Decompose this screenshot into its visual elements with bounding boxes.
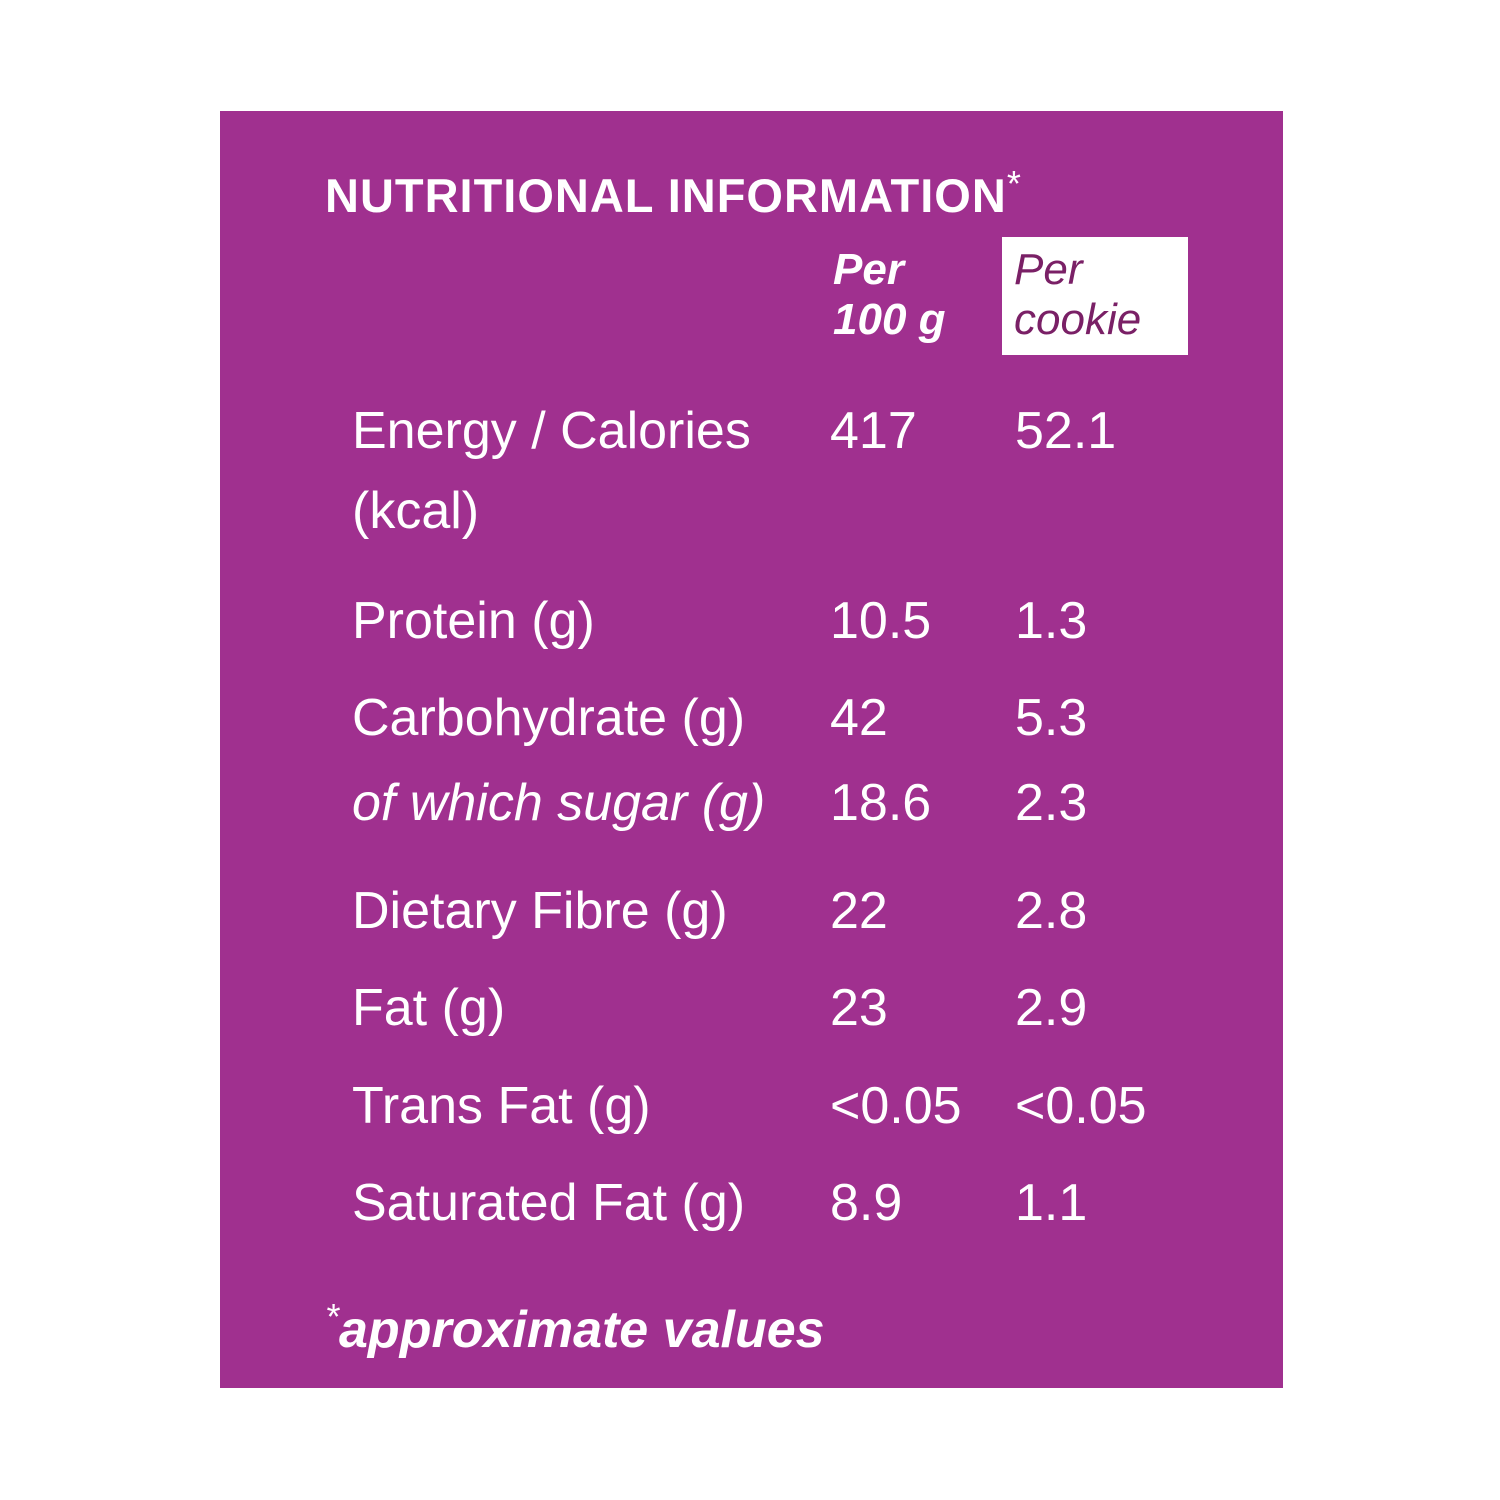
column-header-box: Per cookie [1002,237,1188,355]
title-mark: * [1006,163,1022,204]
value-per-100g: 22 [830,882,888,940]
value-per-100g: 23 [830,979,888,1037]
title: NUTRITIONAL INFORMATION* [325,163,1022,223]
footnote-mark: * [325,1296,340,1337]
row-label: Energy / Calories (kcal) [352,402,751,540]
value-per-100g: 18.6 [830,774,932,832]
column-header: Per cookie [1014,245,1142,344]
value-per-100g: 8.9 [830,1174,903,1232]
row-label: of which sugar (g) [352,774,766,832]
title-text: NUTRITIONAL INFORMATION [325,169,1007,222]
row-label: Protein (g) [352,592,595,650]
value-per-cookie: 2.3 [1015,774,1088,832]
value-per-100g: 10.5 [830,592,932,650]
row-label: Saturated Fat (g) [352,1174,746,1232]
value-per-100g: <0.05 [830,1077,962,1135]
value-per-100g: 42 [830,689,888,747]
value-per-cookie: 52.1 [1015,402,1117,460]
value-per-cookie: <0.05 [1015,1077,1147,1135]
footnote: *approximate values [325,1296,825,1360]
value-per-cookie: 1.1 [1015,1174,1088,1232]
value-per-cookie: 2.9 [1015,979,1088,1037]
row-label: Dietary Fibre (g) [352,882,728,940]
value-per-cookie: 2.8 [1015,882,1088,940]
column-header: Per 100 g [833,245,946,344]
footnote-text: approximate values [339,1301,825,1359]
value-per-cookie: 5.3 [1015,689,1088,747]
row-label: Carbohydrate (g) [352,689,746,747]
row-label: Fat (g) [352,979,506,1037]
row-label: Trans Fat (g) [352,1077,651,1135]
value-per-cookie: 1.3 [1015,592,1088,650]
value-per-100g: 417 [830,402,917,460]
nutrition-panel: NUTRITIONAL INFORMATION* Per 100 g Per c… [220,111,1283,1388]
